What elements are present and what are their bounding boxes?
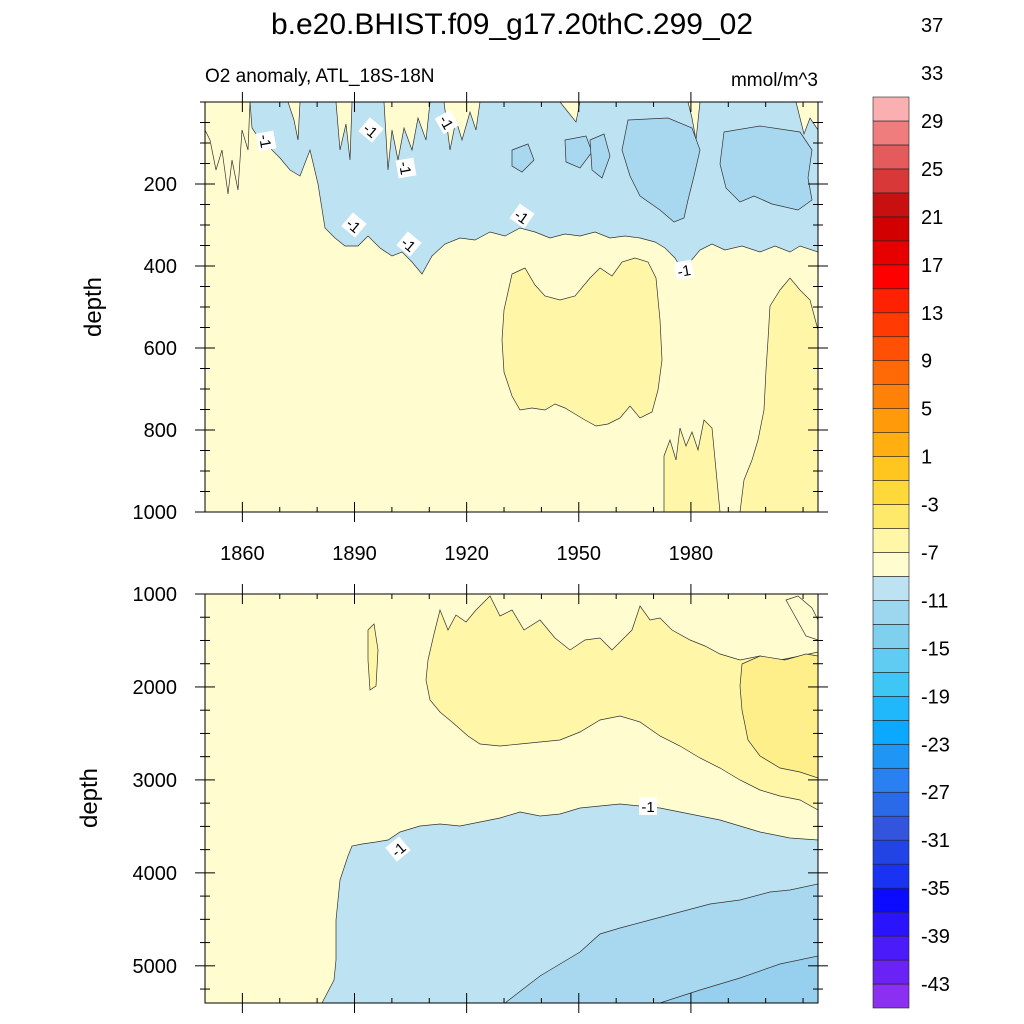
colorbar-label: -11: [921, 590, 948, 612]
colorbar-swatch: [872, 120, 910, 146]
colorbar-swatch: [872, 839, 910, 865]
x-tick-label: 1920: [444, 543, 489, 565]
chart-title: b.e20.BHIST.f09_g17.20thC.299_02: [271, 8, 753, 41]
colorbar-swatch: [872, 96, 910, 122]
colorbar-swatch: [872, 743, 910, 769]
colorbar-swatch: [872, 552, 910, 577]
y-tick-label: 600: [144, 338, 177, 360]
colorbar-label: 5: [921, 399, 932, 421]
x-tick-label: 1950: [557, 543, 602, 565]
colorbar-swatch: [872, 192, 910, 218]
colorbar-swatch: [872, 288, 910, 314]
colorbar-swatch: [872, 168, 910, 194]
colorbar-label: -39: [921, 926, 950, 948]
y-tick-label: 3000: [133, 770, 178, 792]
colorbar-label: 9: [921, 351, 932, 373]
y-tick-label: 5000: [133, 956, 178, 978]
colorbar-swatch: [872, 767, 910, 793]
y-tick-label: 800: [144, 420, 177, 442]
colorbar-swatch: [872, 336, 910, 362]
colorbar-swatch: [872, 528, 910, 553]
colorbar-label: 21: [921, 207, 943, 229]
x-tick-label: 1890: [332, 543, 377, 565]
colorbar-swatch: [872, 624, 910, 649]
y-tick-label: 1000: [133, 584, 178, 606]
bottom-y-axis-label: depth: [76, 768, 103, 828]
colorbar-swatch: [872, 432, 910, 457]
colorbar-label: -23: [921, 734, 950, 756]
top-x-ticks: 1860 1890 1920 1950 1980: [204, 92, 804, 565]
colorbar-swatch: [872, 911, 910, 937]
x-tick-label: 1860: [220, 543, 265, 565]
bottom-x-ticks: [204, 584, 804, 1013]
bottom-contour-labels: -1 -1: [385, 797, 657, 862]
colorbar-swatch: [872, 648, 910, 673]
colorbar-swatch: [872, 216, 910, 242]
bottom-contour-field: [205, 594, 818, 1003]
colorbar-label: 17: [921, 255, 943, 277]
colorbar-swatch: [872, 863, 910, 889]
top-positive-core: [501, 257, 663, 427]
y-tick-label: 2000: [133, 677, 178, 699]
top-contour-labels: -1 -1 -1 -1 -1 -1 -1 -1: [255, 109, 695, 281]
colorbar-label: -43: [921, 974, 950, 996]
y-tick-label: 200: [144, 174, 177, 196]
contour-label: -1: [255, 133, 274, 149]
colorbar-swatch: [872, 312, 910, 338]
colorbar-swatch: [872, 983, 910, 1009]
y-tick-label: 400: [144, 256, 177, 278]
colorbar-swatch: [872, 672, 910, 697]
colorbar-swatch: [872, 696, 910, 721]
colorbar-swatch: [872, 384, 910, 409]
y-tick-label: 4000: [133, 863, 178, 885]
colorbar-label: -7: [921, 543, 939, 565]
x-tick-label: 1980: [669, 543, 714, 565]
colorbar-swatch: [872, 408, 910, 433]
colorbar-label: -31: [921, 830, 950, 852]
colorbar-label: 29: [921, 111, 943, 133]
bottom-panel: 1000 2000 3000 4000 5000 -1 -1 depth: [76, 584, 828, 1013]
colorbar-label: 25: [921, 159, 943, 181]
colorbar-swatch: [872, 815, 910, 841]
colorbar-swatch: [872, 887, 910, 913]
colorbar-swatch: [872, 456, 910, 481]
contour-label: -1: [676, 262, 692, 281]
colorbar-swatch: [872, 600, 910, 625]
top-contour-field: [205, 102, 818, 512]
contour-label: -1: [641, 799, 654, 816]
colorbar-label: -3: [921, 495, 939, 517]
colorbar-label: -19: [921, 686, 950, 708]
colorbar-swatch: [872, 576, 910, 601]
colorbar-swatch: [872, 240, 910, 266]
colorbar-swatch: [872, 264, 910, 290]
colorbar-swatch: [872, 935, 910, 961]
colorbar-label: 37: [921, 15, 943, 37]
bottom-plot-frame: [204, 593, 819, 1004]
colorbar-swatch: [872, 959, 910, 985]
colorbar-label: -15: [921, 638, 950, 660]
colorbar-swatch: [872, 144, 910, 170]
colorbar: -43-39-35-31-27-23-19-15-11-7-3159131721…: [872, 15, 950, 1009]
colorbar-label: 1: [921, 447, 932, 469]
bottom-y-ticks: 1000 2000 3000 4000 5000: [133, 584, 828, 990]
colorbar-label: -35: [921, 878, 950, 900]
colorbar-swatch: [872, 720, 910, 745]
colorbar-swatch: [872, 360, 910, 385]
chart-subtitle: O2 anomaly, ATL_18S-18N: [205, 66, 435, 87]
contour-label: -1: [395, 160, 414, 176]
colorbar-label: 13: [921, 303, 943, 325]
y-tick-label: 1000: [133, 502, 178, 524]
colorbar-label: 33: [921, 63, 943, 85]
top-negative-core: [621, 117, 701, 223]
chart-units: mmol/m^3: [731, 70, 818, 91]
colorbar-swatch: [872, 480, 910, 505]
top-y-ticks: 200 400 600 800 1000: [133, 101, 828, 524]
colorbar-swatch: [872, 504, 910, 529]
colorbar-swatch: [872, 791, 910, 817]
colorbar-label: -27: [921, 782, 950, 804]
top-panel: 200 400 600 800 1000 1860 1890 1920 1950 1980 -1…: [80, 92, 828, 565]
top-y-axis-label: depth: [80, 277, 107, 337]
